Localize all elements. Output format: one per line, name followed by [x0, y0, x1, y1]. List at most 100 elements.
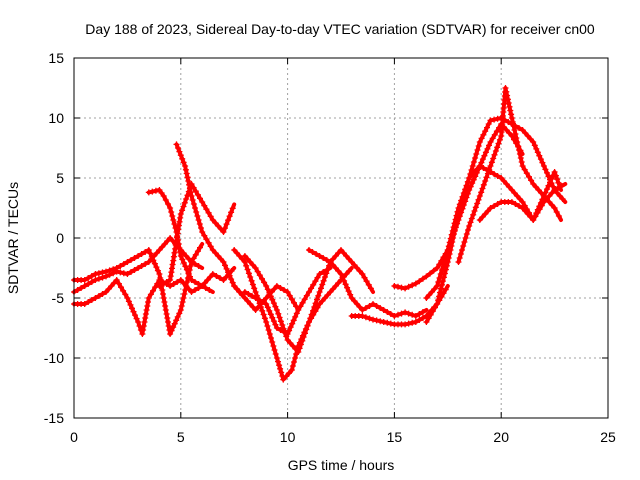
data-point: [360, 308, 364, 312]
data-point: [499, 134, 503, 138]
data-point: [328, 266, 332, 270]
series-arc-9: [241, 266, 333, 337]
data-point: [553, 188, 557, 192]
series-arc-10: [231, 283, 301, 313]
data-point: [286, 290, 290, 294]
data-point: [125, 296, 129, 300]
data-point: [478, 164, 482, 168]
series-trace: [232, 248, 354, 382]
data-point: [521, 164, 525, 168]
data-point: [414, 320, 418, 324]
data-point: [403, 310, 407, 314]
data-point: [83, 302, 87, 306]
data-point: [553, 170, 557, 174]
data-point: [93, 296, 97, 300]
data-point: [222, 278, 226, 282]
x-tick-label: 25: [600, 429, 616, 445]
x-tick-label: 10: [280, 429, 296, 445]
grid-lines: [74, 58, 608, 418]
data-point: [125, 260, 129, 264]
data-point: [200, 230, 204, 234]
data-point: [179, 278, 183, 282]
data-point: [446, 248, 450, 252]
y-tick-label: 0: [56, 230, 64, 246]
data-point: [157, 188, 161, 192]
chart-title: Day 188 of 2023, Sidereal Day-to-day VTE…: [85, 21, 595, 37]
data-point: [489, 164, 493, 168]
data-point: [371, 302, 375, 306]
data-point: [392, 284, 396, 288]
series-markers: [156, 181, 236, 289]
data-point: [467, 188, 471, 192]
data-point: [489, 206, 493, 210]
data-point: [435, 302, 439, 306]
data-point: [531, 218, 535, 222]
y-tick-label: -10: [44, 350, 64, 366]
data-point: [157, 248, 161, 252]
data-point: [499, 200, 503, 204]
data-point: [189, 278, 193, 282]
data-point: [168, 332, 172, 336]
series-arc-6: [156, 181, 237, 289]
data-point: [414, 314, 418, 318]
data-point: [424, 320, 428, 324]
data-point: [350, 314, 354, 318]
series-arc-5: [173, 141, 247, 300]
data-point: [243, 260, 247, 264]
data-point: [371, 318, 375, 322]
data-point: [478, 218, 482, 222]
data-point: [189, 290, 193, 294]
data-point: [435, 266, 439, 270]
x-tick-label: 20: [493, 429, 509, 445]
y-tick-label: -5: [52, 290, 65, 306]
series-arc-2: [71, 277, 215, 337]
data-point: [489, 118, 493, 122]
data-point: [179, 254, 183, 258]
data-point: [339, 248, 343, 252]
data-point: [147, 296, 151, 300]
data-point: [456, 206, 460, 210]
data-point: [200, 242, 204, 246]
data-point: [179, 308, 183, 312]
data-point: [382, 308, 386, 312]
data-point: [104, 274, 108, 278]
data-point: [275, 326, 279, 330]
data-point: [559, 218, 563, 222]
data-point: [446, 284, 450, 288]
data-point: [489, 140, 493, 144]
data-point: [275, 284, 279, 288]
data-point: [136, 254, 140, 258]
data-point: [403, 322, 407, 326]
data-point: [264, 284, 268, 288]
data-point: [296, 308, 300, 312]
y-tick-label: -15: [44, 410, 64, 426]
data-point: [392, 314, 396, 318]
data-point: [286, 332, 290, 336]
data-point: [318, 290, 322, 294]
series-arc-16: [455, 85, 564, 265]
data-point: [189, 182, 193, 186]
data-point: [318, 302, 322, 306]
data-point: [200, 266, 204, 270]
data-point: [200, 200, 204, 204]
data-point: [307, 248, 311, 252]
data-point: [136, 266, 140, 270]
data-point: [243, 296, 247, 300]
data-point: [125, 272, 129, 276]
data-point: [290, 368, 294, 372]
data-point: [254, 266, 258, 270]
series-arc-17: [476, 169, 564, 223]
data-point: [83, 284, 87, 288]
data-point: [264, 302, 268, 306]
data-point: [360, 272, 364, 276]
data-point: [403, 286, 407, 290]
data-point: [275, 308, 279, 312]
data-point: [157, 284, 161, 288]
data-point: [531, 182, 535, 186]
data-point: [510, 188, 514, 192]
series-arc-11: [306, 247, 429, 319]
data-point: [93, 272, 97, 276]
data-point: [446, 260, 450, 264]
data-point: [93, 278, 97, 282]
